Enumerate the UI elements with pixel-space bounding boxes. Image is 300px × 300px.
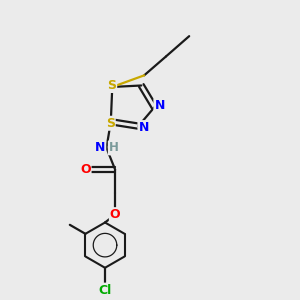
Text: S: S xyxy=(107,79,116,92)
Text: Cl: Cl xyxy=(98,284,112,297)
Text: O: O xyxy=(80,163,91,176)
Text: S: S xyxy=(106,117,115,130)
Text: N: N xyxy=(154,99,165,112)
Text: N: N xyxy=(95,141,105,154)
Text: O: O xyxy=(110,208,121,221)
Text: N: N xyxy=(138,121,149,134)
Text: H: H xyxy=(109,141,119,154)
